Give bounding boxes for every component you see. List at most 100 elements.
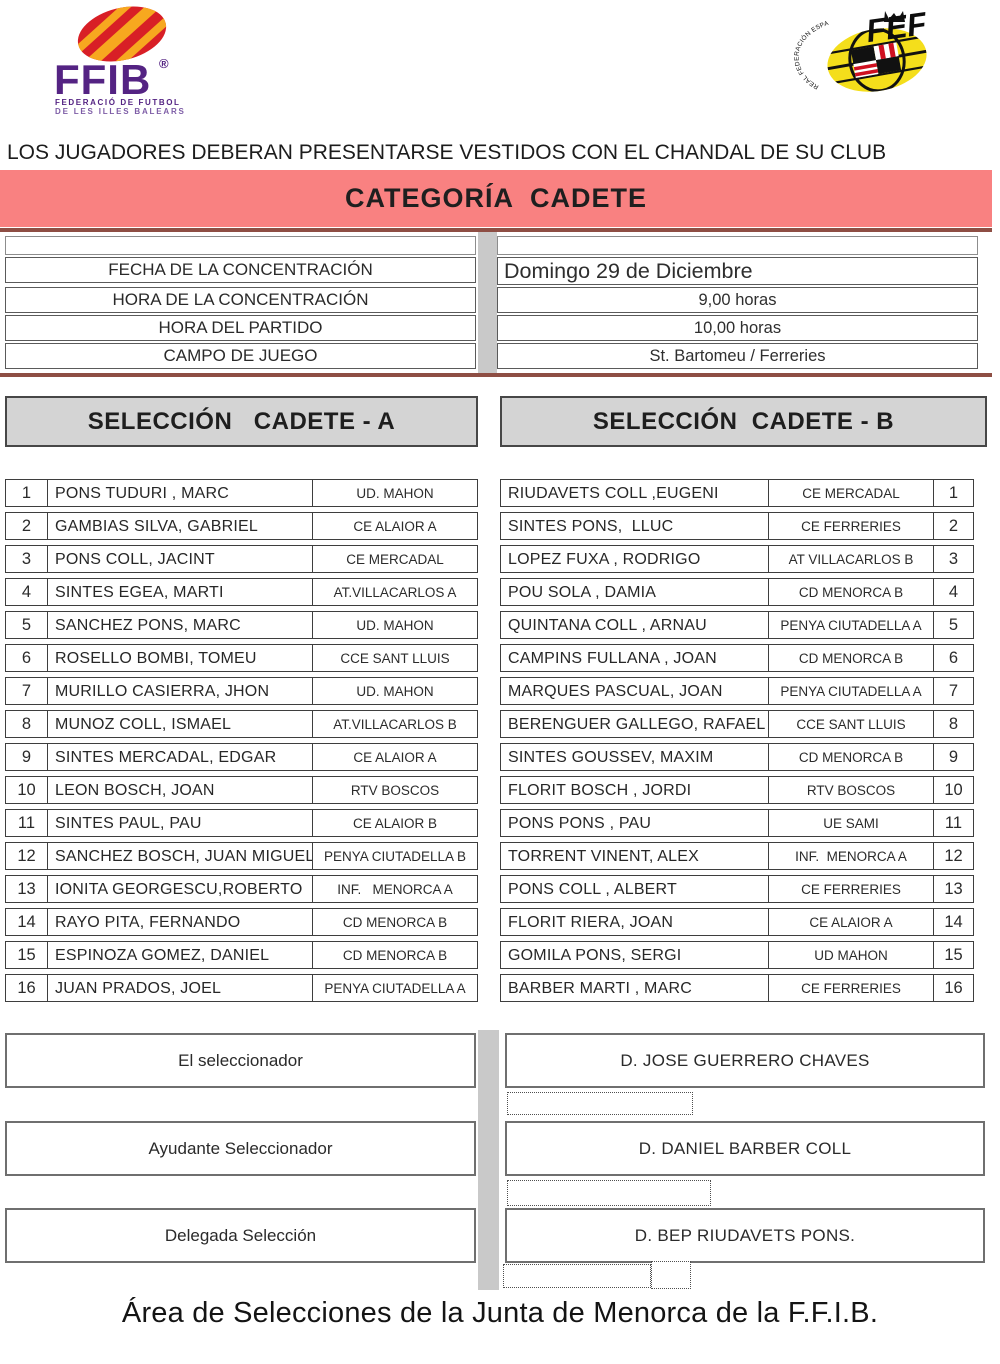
player-club: INF. MENORCA A <box>312 875 478 903</box>
player-number: 3 <box>933 545 974 573</box>
team-a-title: SELECCIÓN CADETE - A <box>87 407 396 435</box>
player-number: 6 <box>5 644 48 672</box>
player-club: CD MENORCA B <box>768 644 934 672</box>
player-row: 1 PONS TUDURI , MARC UD. MAHON <box>5 479 478 507</box>
player-number: 14 <box>933 908 974 936</box>
player-number: 8 <box>933 710 974 738</box>
info-label: HORA DE LA CONCENTRACIÓN <box>5 287 476 313</box>
rfef-logo: FEF REAL FEDERACIÓN ESPAÑOLA DE FÚTBOL <box>793 6 930 93</box>
player-row: 10 LEON BOSCH, JOAN RTV BOSCOS <box>5 776 478 804</box>
player-name: MUNOZ COLL, ISMAEL <box>47 710 313 738</box>
player-row: 7 MURILLO CASIERRA, JHON UD. MAHON <box>5 677 478 705</box>
signature-field <box>507 1092 693 1115</box>
player-name: QUINTANA COLL , ARNAU <box>500 611 769 639</box>
player-name: GAMBIAS SILVA, GABRIEL <box>47 512 313 540</box>
player-name: PONS TUDURI , MARC <box>47 479 313 507</box>
staff-role-ayudante: Ayudante Seleccionador <box>5 1121 476 1176</box>
player-row: TORRENT VINENT, ALEX INF. MENORCA A 12 <box>500 842 974 870</box>
info-row: CAMPO DE JUEGO St. Bartomeu / Ferreries <box>0 343 992 369</box>
rfef-globe-icon <box>827 27 927 93</box>
player-number: 15 <box>5 941 48 969</box>
player-name: FLORIT BOSCH , JORDI <box>500 776 769 804</box>
player-name: SANCHEZ BOSCH, JUAN MIGUEL <box>47 842 313 870</box>
player-name: CAMPINS FULLANA , JOAN <box>500 644 769 672</box>
player-club: CD MENORCA B <box>768 743 934 771</box>
crown-icon <box>884 11 905 22</box>
player-club: AT VILLACARLOS B <box>768 545 934 573</box>
player-row: 12 SANCHEZ BOSCH, JUAN MIGUEL PENYA CIUT… <box>5 842 478 870</box>
player-number: 8 <box>5 710 48 738</box>
player-row: 4 SINTES EGEA, MARTI AT.VILLACARLOS A <box>5 578 478 606</box>
team-a-roster: 1 PONS TUDURI , MARC UD. MAHON 2 GAMBIAS… <box>5 479 478 1007</box>
player-name: SINTES MERCADAL, EDGAR <box>47 743 313 771</box>
player-club: RTV BOSCOS <box>768 776 934 804</box>
player-name: LEON BOSCH, JOAN <box>47 776 313 804</box>
player-number: 4 <box>5 578 48 606</box>
info-value: Domingo 29 de Diciembre <box>497 257 978 285</box>
info-value: St. Bartomeu / Ferreries <box>497 343 978 369</box>
player-number: 7 <box>933 677 974 705</box>
player-row: 16 JUAN PRADOS, JOEL PENYA CIUTADELLA A <box>5 974 478 1002</box>
player-name: MURILLO CASIERRA, JHON <box>47 677 313 705</box>
player-club: CCE SANT LLUIS <box>768 710 934 738</box>
player-club: CE FERRERIES <box>768 875 934 903</box>
player-number: 9 <box>933 743 974 771</box>
player-club: RTV BOSCOS <box>312 776 478 804</box>
player-name: PONS COLL , ALBERT <box>500 875 769 903</box>
category-banner: CATEGORÍA CADETE <box>0 170 992 227</box>
player-club: UE SAMI <box>768 809 934 837</box>
player-row: BERENGUER GALLEGO, RAFAEL CCE SANT LLUIS… <box>500 710 974 738</box>
player-row: 14 RAYO PITA, FERNANDO CD MENORCA B <box>5 908 478 936</box>
team-b-title: SELECCIÓN CADETE - B <box>592 407 895 435</box>
player-name: LOPEZ FUXA , RODRIGO <box>500 545 769 573</box>
player-number: 11 <box>5 809 48 837</box>
player-row: POU SOLA , DAMIA CD MENORCA B 4 <box>500 578 974 606</box>
player-club: UD. MAHON <box>312 611 478 639</box>
player-row: FLORIT BOSCH , JORDI RTV BOSCOS 10 <box>500 776 974 804</box>
player-number: 6 <box>933 644 974 672</box>
staff-name-ayudante: D. DANIEL BARBER COLL <box>505 1121 985 1176</box>
player-row: 15 ESPINOZA GOMEZ, DANIEL CD MENORCA B <box>5 941 478 969</box>
info-row: HORA DE LA CONCENTRACIÓN 9,00 horas <box>0 287 992 313</box>
info-label: FECHA DE LA CONCENTRACIÓN <box>5 257 476 283</box>
player-number: 15 <box>933 941 974 969</box>
team-b-roster: RIUDAVETS COLL ,EUGENI CE MERCADAL 1 SIN… <box>500 479 974 1007</box>
player-name: GOMILA PONS, SERGI <box>500 941 769 969</box>
player-club: UD. MAHON <box>312 479 478 507</box>
player-club: AT.VILLACARLOS B <box>312 710 478 738</box>
staff-role-seleccionador: El seleccionador <box>5 1033 476 1088</box>
info-label: HORA DEL PARTIDO <box>5 315 476 341</box>
player-number: 2 <box>5 512 48 540</box>
player-row: BARBER MARTI , MARC CE FERRERIES 16 <box>500 974 974 1002</box>
player-name: POU SOLA , DAMIA <box>500 578 769 606</box>
player-row: LOPEZ FUXA , RODRIGO AT VILLACARLOS B 3 <box>500 545 974 573</box>
signature-field <box>503 1264 651 1288</box>
player-name: SINTES PONS, LLUC <box>500 512 769 540</box>
player-number: 13 <box>5 875 48 903</box>
player-name: ROSELLO BOMBI, TOMEU <box>47 644 313 672</box>
player-number: 3 <box>5 545 48 573</box>
player-number: 9 <box>5 743 48 771</box>
player-club: CE ALAIOR A <box>312 743 478 771</box>
staff-divider-strip <box>478 1030 499 1290</box>
player-row: 6 ROSELLO BOMBI, TOMEU CCE SANT LLUIS <box>5 644 478 672</box>
ffib-line2: DE LES ILLES BALEARS <box>55 107 186 116</box>
ffib-logo: FFIB ® FEDERACIÓ DE FUTBOL DE LES ILLES … <box>54 4 186 116</box>
player-row: FLORIT RIERA, JOAN CE ALAIOR A 14 <box>500 908 974 936</box>
player-club: CD MENORCA B <box>312 908 478 936</box>
player-name: SANCHEZ PONS, MARC <box>47 611 313 639</box>
player-club: CE ALAIOR A <box>768 908 934 936</box>
player-row: QUINTANA COLL , ARNAU PENYA CIUTADELLA A… <box>500 611 974 639</box>
player-number: 13 <box>933 875 974 903</box>
rfef-acronym: FEF <box>864 6 930 49</box>
player-name: ESPINOZA GOMEZ, DANIEL <box>47 941 313 969</box>
column-divider-strip <box>478 232 497 373</box>
player-number: 14 <box>5 908 48 936</box>
info-label: CAMPO DE JUEGO <box>5 343 476 369</box>
team-a-header: SELECCIÓN CADETE - A <box>5 396 478 447</box>
info-row: FECHA DE LA CONCENTRACIÓN Domingo 29 de … <box>0 257 992 285</box>
player-row: 9 SINTES MERCADAL, EDGAR CE ALAIOR A <box>5 743 478 771</box>
player-number: 4 <box>933 578 974 606</box>
player-number: 11 <box>933 809 974 837</box>
player-name: JUAN PRADOS, JOEL <box>47 974 313 1002</box>
